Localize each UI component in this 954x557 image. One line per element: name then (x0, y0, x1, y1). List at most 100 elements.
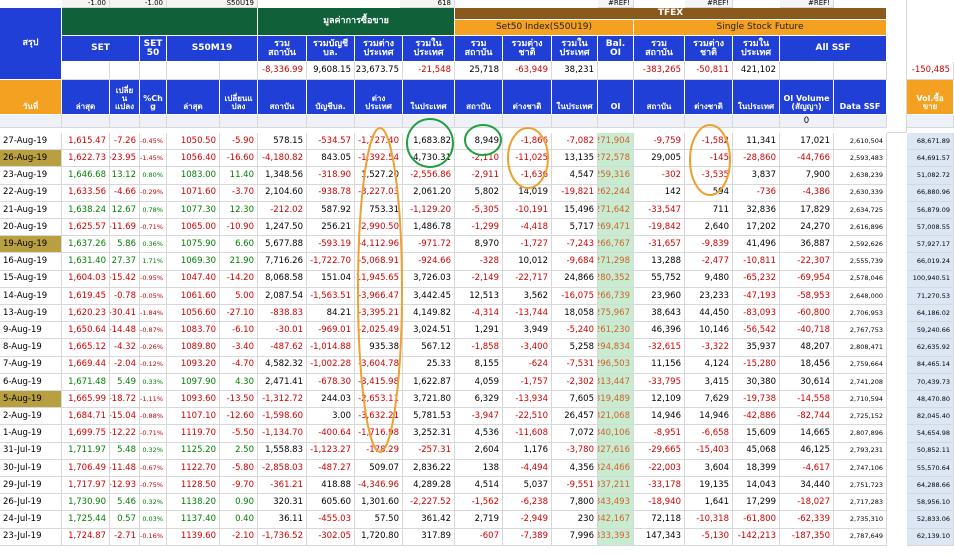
data-cell: -15.42 (110, 270, 140, 288)
data-cell: 317.89 (403, 528, 455, 546)
filter-button[interactable] (834, 115, 887, 128)
column-header: ต่างชาติ (685, 80, 733, 115)
data-cell: 51,082.72 (907, 167, 954, 185)
data-cell: 320.31 (258, 494, 307, 512)
data-cell: 1050.50 (167, 133, 220, 151)
data-cell: -2.10 (220, 528, 258, 546)
data-cell: -487.27 (307, 459, 355, 477)
data-cell: 1093.60 (167, 391, 220, 409)
filter-button[interactable] (62, 115, 110, 128)
data-cell: -1,392.54 (355, 150, 403, 168)
data-cell: 2,710,594 (834, 391, 887, 409)
filter-button[interactable] (598, 115, 634, 128)
filter-button[interactable]: 0 (780, 115, 834, 128)
total-cell: -50,811 (685, 62, 733, 80)
data-cell: 3,837 (733, 167, 780, 185)
filter-button[interactable] (634, 115, 685, 128)
data-cell: -10,318 (685, 511, 733, 529)
data-cell: 17,299 (733, 494, 780, 512)
data-cell: 2,616,896 (834, 219, 887, 237)
data-cell: 57.50 (355, 511, 403, 529)
data-cell: 2,706,953 (834, 305, 887, 323)
data-cell: 296,503 (598, 356, 634, 374)
data-cell: -7,389 (503, 528, 552, 546)
filter-button[interactable] (220, 115, 258, 128)
filter-button[interactable] (258, 115, 307, 128)
filter-button[interactable] (167, 115, 220, 128)
data-cell: 11.40 (220, 167, 258, 185)
filter-button[interactable] (355, 115, 403, 128)
data-cell: 48,470.80 (907, 391, 954, 409)
data-cell: 266,739 (598, 287, 634, 305)
data-cell: 7,072 (552, 425, 598, 443)
data-cell: -3,227.03 (355, 184, 403, 202)
data-cell: -5,130 (685, 528, 733, 546)
column-group-header: รวมต่าง ชาติ (685, 36, 733, 62)
filter-button[interactable] (733, 115, 780, 128)
data-cell: -40,718 (780, 322, 834, 340)
data-cell: -18,940 (634, 494, 685, 512)
data-cell: 1056.60 (167, 305, 220, 323)
filter-button[interactable] (907, 115, 954, 128)
data-cell: -1,123.27 (307, 442, 355, 460)
column-header: สถาบัน (455, 80, 503, 115)
data-cell: 2,767,753 (834, 322, 887, 340)
data-cell: 24,270 (780, 219, 834, 237)
filter-button[interactable] (455, 115, 503, 128)
data-cell: 5-Aug-19 (0, 391, 62, 409)
data-cell: 271,298 (598, 253, 634, 271)
filter-button[interactable] (307, 115, 355, 128)
data-cell: -0.88% (140, 408, 167, 426)
column-header: OI Volume (สัญญา) (780, 80, 834, 115)
data-cell: 57,008.55 (907, 219, 954, 237)
data-cell: 30-Jul-19 (0, 459, 62, 477)
data-cell: 1,558.83 (258, 442, 307, 460)
data-cell: 14,043 (733, 477, 780, 495)
filter-button[interactable] (140, 115, 167, 128)
filter-button[interactable] (0, 115, 62, 128)
data-cell: 7-Aug-19 (0, 356, 62, 374)
data-cell: 82,045.40 (907, 408, 954, 426)
data-cell: 8,155 (455, 356, 503, 374)
data-cell: -3,395.21 (355, 305, 403, 323)
data-cell: 1,301.60 (355, 494, 403, 512)
data-cell: 269,471 (598, 219, 634, 237)
data-cell: -212.02 (258, 201, 307, 219)
filter-button[interactable] (685, 115, 733, 128)
data-cell: 2,555,739 (834, 253, 887, 271)
data-cell: 23,960 (634, 287, 685, 305)
data-cell: 361.42 (403, 511, 455, 529)
column-header: Vol.ซื้อ ขาย (907, 80, 954, 115)
data-cell: 34,440 (780, 477, 834, 495)
data-cell: -2.04 (110, 356, 140, 374)
filter-button[interactable] (403, 115, 455, 128)
data-cell: -4,112.96 (355, 236, 403, 254)
data-cell: 1,633.56 (62, 184, 110, 202)
data-cell: 1137.40 (167, 511, 220, 529)
data-cell: 1075.90 (167, 236, 220, 254)
data-cell: -1,866 (503, 133, 552, 151)
data-cell: -2,949 (503, 511, 552, 529)
data-cell: 7,800 (552, 494, 598, 512)
data-cell: 1,669.44 (62, 356, 110, 374)
data-cell: 2,741,208 (834, 373, 887, 391)
data-cell: 48,207 (780, 339, 834, 357)
filter-button[interactable] (110, 115, 140, 128)
data-cell: 509.07 (355, 459, 403, 477)
data-cell: -2,302 (552, 373, 598, 391)
filter-button[interactable] (503, 115, 552, 128)
data-cell: 5.49 (110, 373, 140, 391)
data-cell: 1,665.99 (62, 391, 110, 409)
data-cell: 3.00 (307, 408, 355, 426)
data-cell: 1,724.87 (62, 528, 110, 546)
data-cell: -13,934 (503, 391, 552, 409)
data-cell: 23-Jul-19 (0, 528, 62, 546)
data-cell: 5,258 (552, 339, 598, 357)
data-cell: 2,578,046 (834, 270, 887, 288)
data-cell: -2,149 (455, 270, 503, 288)
column-header: OI (598, 80, 634, 115)
data-cell: 18,399 (733, 459, 780, 477)
filter-button[interactable] (552, 115, 598, 128)
data-cell: 58,956.10 (907, 494, 954, 512)
data-cell: 41,496 (733, 236, 780, 254)
